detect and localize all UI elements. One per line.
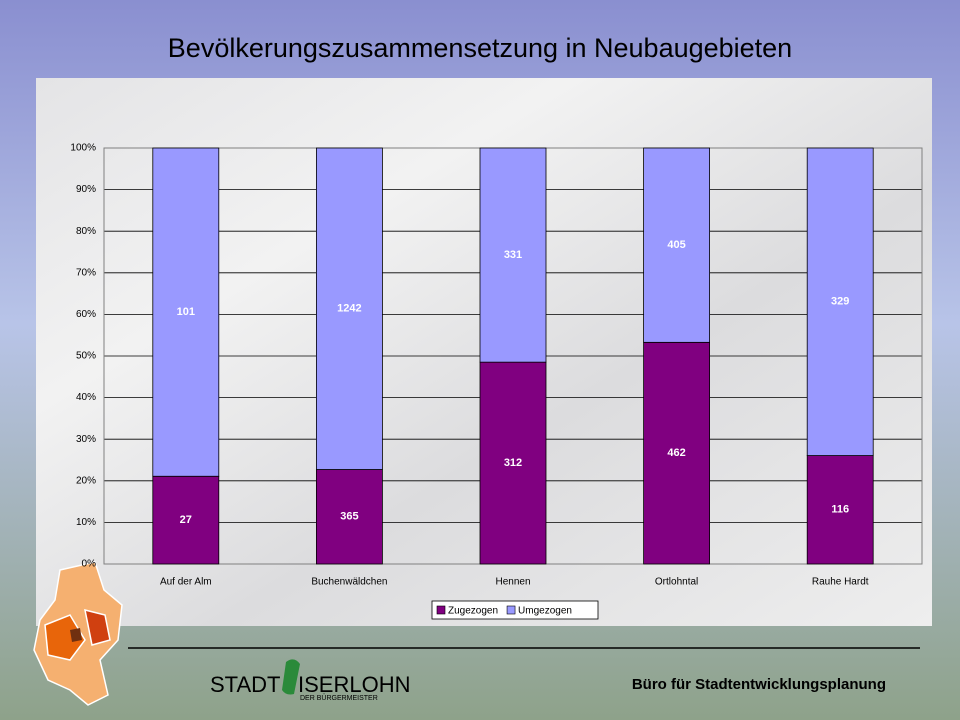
x-tick-label: Hennen	[495, 577, 530, 588]
bar-segment	[152, 147, 220, 477]
y-tick-label: 30%	[76, 434, 96, 445]
legend-swatch	[506, 605, 516, 615]
data-label: 329	[831, 296, 849, 308]
legend-label: Umgezogen	[518, 606, 572, 617]
data-label: 116	[831, 504, 849, 516]
data-label: 312	[504, 457, 522, 469]
data-label: 331	[504, 249, 522, 261]
bar-segment	[806, 455, 874, 565]
y-tick-label: 100%	[70, 143, 96, 154]
y-tick-label: 80%	[76, 226, 96, 237]
data-label: 462	[667, 447, 685, 459]
bar-segment	[643, 341, 710, 565]
logo-text: ISERLOHN	[298, 672, 410, 697]
y-tick-label: 0%	[82, 559, 97, 570]
data-label: 1242	[337, 303, 361, 315]
data-label: 365	[340, 511, 358, 523]
x-tick-label: Ortlohntal	[655, 577, 698, 588]
bar-segment	[479, 361, 547, 565]
bar-segment	[315, 147, 383, 470]
legend-swatch	[436, 605, 446, 615]
y-tick-label: 20%	[76, 475, 96, 486]
logo-icon	[282, 659, 300, 695]
y-tick-label: 40%	[76, 392, 96, 403]
data-label: 405	[667, 239, 685, 251]
chart-title: Bevölkerungszusammensetzung in Neubaugeb…	[168, 33, 792, 63]
x-tick-label: Auf der Alm	[160, 577, 212, 588]
legend-label: Zugezogen	[448, 606, 498, 617]
x-tick-label: Buchenwäldchen	[311, 577, 387, 588]
y-tick-label: 60%	[76, 309, 96, 320]
bar-segment	[152, 475, 220, 565]
y-tick-label: 10%	[76, 517, 96, 528]
logo-text: STADT	[210, 672, 280, 697]
office-label: Büro für Stadtentwicklungsplanung	[632, 676, 886, 693]
bar-segment	[806, 147, 874, 456]
bar-segment	[479, 147, 547, 363]
x-tick-label: Rauhe Hardt	[812, 577, 869, 588]
y-tick-label: 70%	[76, 267, 96, 278]
map-icon	[33, 561, 123, 706]
y-tick-label: 50%	[76, 351, 96, 362]
y-tick-label: 90%	[76, 184, 96, 195]
bar-segment	[643, 147, 710, 343]
data-label: 101	[177, 306, 195, 318]
bar-segment	[315, 469, 383, 565]
logo-subtext: DER BÜRGERMEISTER	[300, 694, 378, 702]
data-label: 27	[180, 514, 192, 526]
